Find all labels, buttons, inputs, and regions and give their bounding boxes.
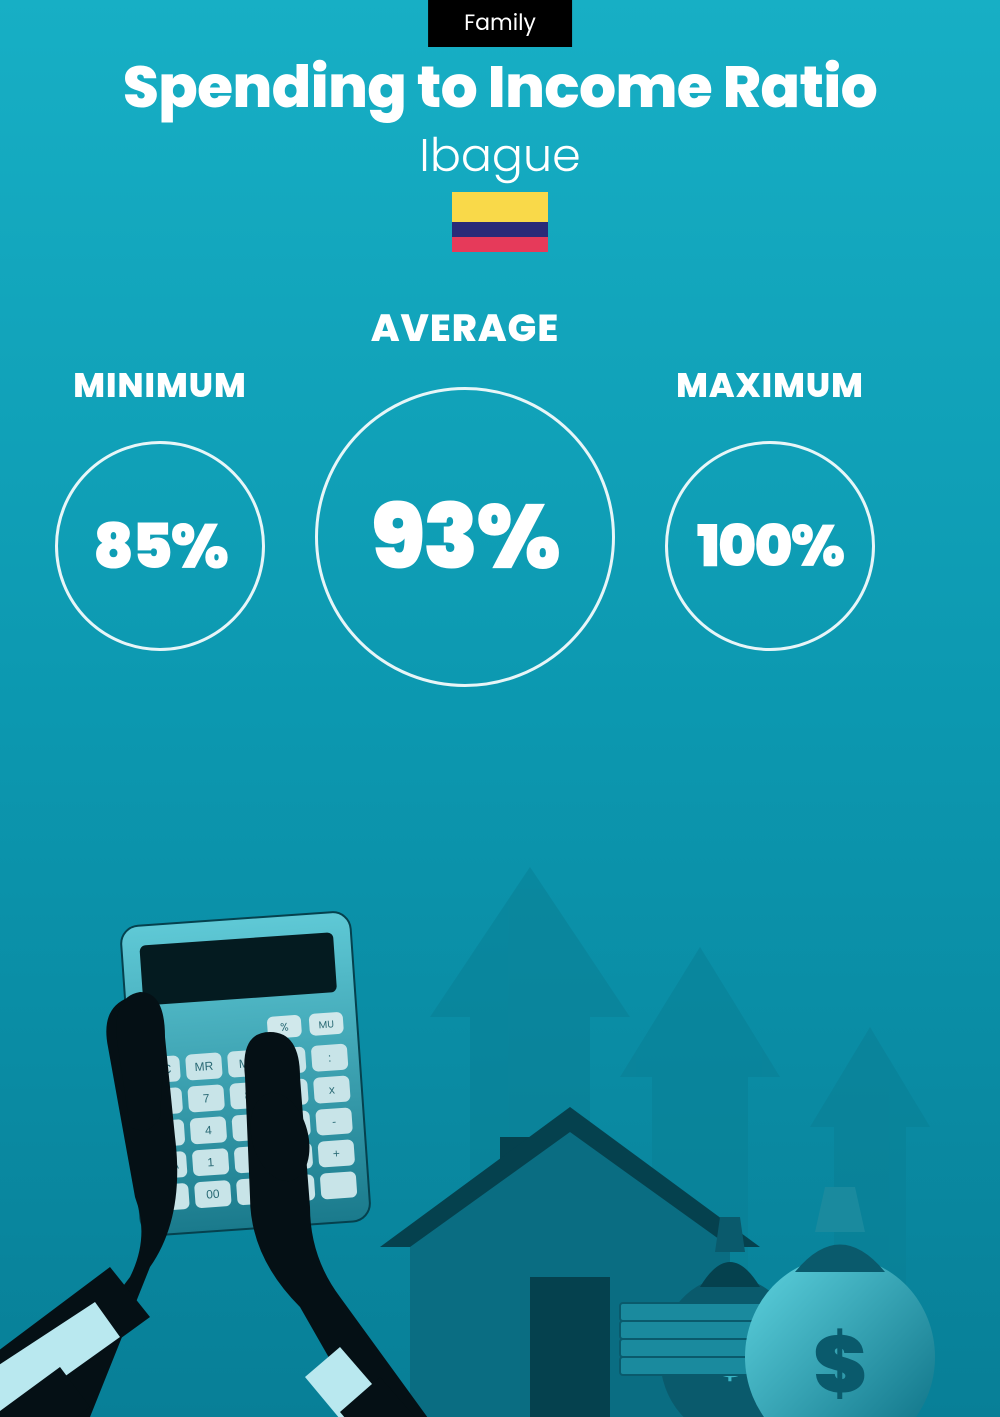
flag-stripe-mid [452, 222, 548, 237]
illustration-svg: $ $ [0, 797, 1000, 1417]
gauge-minimum: MINIMUM 85% [50, 360, 270, 651]
gauges-row: MINIMUM 85% AVERAGE 93% MAXIMUM 100% [0, 300, 1000, 730]
svg-text:7: 7 [202, 1091, 210, 1105]
gauge-maximum-label: MAXIMUM [650, 360, 890, 411]
svg-text:+: + [332, 1146, 340, 1160]
money-bag-front-icon: $ [745, 1187, 935, 1417]
page-title: Spending to Income Ratio [0, 44, 1000, 131]
gauge-maximum: MAXIMUM 100% [650, 360, 890, 651]
gauge-maximum-value: 100% [697, 503, 843, 590]
gauge-minimum-label: MINIMUM [50, 360, 270, 411]
flag-stripe-top [452, 192, 548, 222]
gauge-maximum-circle: 100% [665, 441, 875, 651]
svg-text:4: 4 [205, 1123, 213, 1137]
colombia-flag-icon [452, 192, 548, 252]
svg-text:MR: MR [194, 1059, 214, 1074]
flag-stripe-bot [452, 237, 548, 252]
svg-text:MU: MU [318, 1016, 334, 1032]
gauge-minimum-value: 85% [93, 500, 227, 593]
svg-text:$: $ [813, 1308, 866, 1417]
gauge-average: AVERAGE 93% [310, 300, 620, 687]
category-badge: Family [428, 0, 572, 47]
svg-text:1: 1 [207, 1155, 215, 1169]
city-subtitle: Ibague [0, 122, 1000, 191]
gauge-average-label: AVERAGE [310, 300, 620, 357]
bottom-illustration: $ $ [0, 797, 1000, 1417]
svg-text:00: 00 [206, 1187, 221, 1202]
svg-text:%: % [280, 1019, 289, 1036]
svg-text:x: x [328, 1082, 335, 1096]
gauge-average-circle: 93% [315, 387, 615, 687]
gauge-average-value: 93% [371, 469, 559, 605]
gauge-minimum-circle: 85% [55, 441, 265, 651]
